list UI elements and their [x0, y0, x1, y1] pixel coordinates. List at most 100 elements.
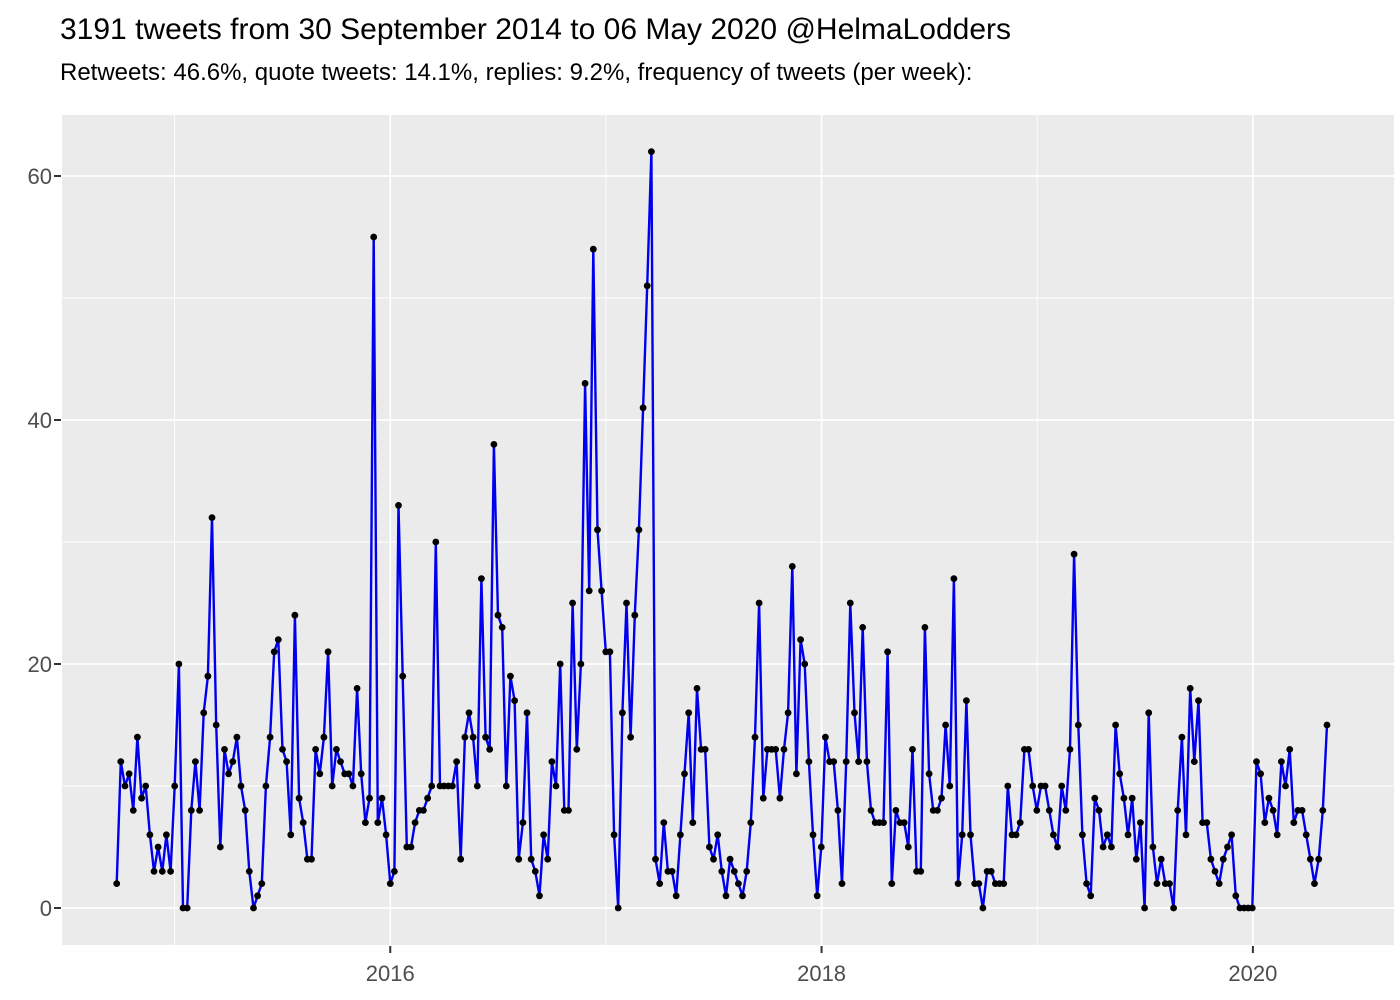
- data-point: [158, 868, 166, 875]
- data-point: [1041, 782, 1049, 790]
- data-point: [1282, 782, 1289, 790]
- data-point: [507, 672, 514, 680]
- data-point: [701, 746, 709, 753]
- data-point: [1215, 880, 1223, 887]
- data-point: [805, 758, 813, 765]
- data-point: [349, 782, 357, 790]
- data-point: [345, 770, 353, 778]
- data-point: [531, 868, 539, 875]
- data-point: [1025, 746, 1032, 753]
- data-point: [125, 770, 133, 778]
- data-point: [291, 611, 299, 619]
- data-point: [934, 807, 941, 814]
- data-point: [320, 733, 328, 741]
- data-point: [192, 758, 199, 765]
- data-point: [498, 624, 506, 631]
- data-point: [987, 868, 995, 875]
- data-point: [1311, 880, 1318, 887]
- data-point: [1108, 843, 1115, 851]
- data-point: [262, 782, 270, 790]
- data-point: [834, 807, 842, 814]
- data-point: [138, 794, 146, 802]
- data-point: [333, 746, 340, 753]
- data-point: [851, 709, 858, 717]
- data-point: [187, 807, 195, 814]
- data-point: [1315, 855, 1323, 863]
- data-point: [842, 758, 850, 765]
- data-point: [1141, 904, 1148, 912]
- data-point: [1219, 855, 1227, 863]
- data-point: [714, 831, 722, 839]
- data-point: [146, 831, 154, 839]
- data-point: [1228, 831, 1235, 839]
- data-point: [888, 880, 896, 887]
- x-tick-label: 2018: [797, 961, 846, 986]
- data-point: [573, 746, 581, 753]
- data-point: [614, 904, 622, 912]
- data-point: [884, 648, 891, 656]
- data-point: [502, 782, 510, 790]
- data-point: [797, 636, 804, 643]
- data-point: [967, 831, 974, 839]
- data-point: [585, 587, 593, 595]
- data-point: [867, 807, 875, 814]
- data-point: [511, 697, 518, 704]
- data-point: [233, 733, 241, 741]
- data-point: [1091, 794, 1099, 802]
- data-point: [469, 733, 477, 741]
- data-point: [909, 746, 916, 753]
- data-point: [548, 758, 556, 765]
- data-point: [1149, 843, 1157, 851]
- data-point: [1095, 807, 1103, 814]
- data-point: [540, 831, 547, 839]
- data-point: [1153, 880, 1161, 887]
- data-point: [1137, 819, 1144, 826]
- data-point: [606, 648, 614, 656]
- data-point: [1307, 855, 1314, 863]
- data-point: [1290, 819, 1298, 826]
- data-point: [565, 807, 572, 814]
- data-point: [581, 380, 589, 387]
- data-point: [266, 733, 274, 741]
- data-point: [1087, 892, 1095, 900]
- data-point: [610, 831, 618, 839]
- data-point: [855, 758, 862, 765]
- data-point: [295, 794, 303, 802]
- data-point: [656, 880, 664, 887]
- data-point: [958, 831, 966, 839]
- data-point: [577, 660, 585, 668]
- data-point: [838, 880, 846, 887]
- data-point: [689, 819, 697, 826]
- data-point: [1016, 819, 1024, 826]
- data-point: [652, 855, 659, 863]
- data-point: [1058, 782, 1066, 790]
- data-point: [979, 904, 987, 912]
- data-point: [225, 770, 233, 778]
- chart-subtitle: Retweets: 46.6%, quote tweets: 14.1%, re…: [60, 59, 973, 86]
- data-point: [357, 770, 365, 778]
- data-point: [639, 404, 647, 412]
- data-point: [142, 782, 150, 790]
- data-point: [623, 599, 630, 607]
- data-point: [473, 782, 481, 790]
- data-point: [1323, 721, 1331, 729]
- data-point: [751, 733, 759, 741]
- data-point: [316, 770, 324, 778]
- data-point: [424, 794, 431, 802]
- y-tick-label: 60: [28, 164, 52, 189]
- data-point: [370, 233, 378, 241]
- data-point: [963, 697, 970, 704]
- data-point: [411, 819, 419, 826]
- data-point: [1278, 758, 1285, 765]
- data-point: [121, 782, 129, 790]
- data-point: [490, 441, 498, 448]
- data-point: [904, 843, 912, 851]
- data-point: [1103, 831, 1111, 839]
- data-point: [523, 709, 531, 717]
- data-point: [668, 868, 676, 875]
- data-point: [1261, 819, 1269, 826]
- data-point: [1145, 709, 1153, 717]
- data-point: [478, 575, 485, 582]
- data-point: [362, 819, 369, 826]
